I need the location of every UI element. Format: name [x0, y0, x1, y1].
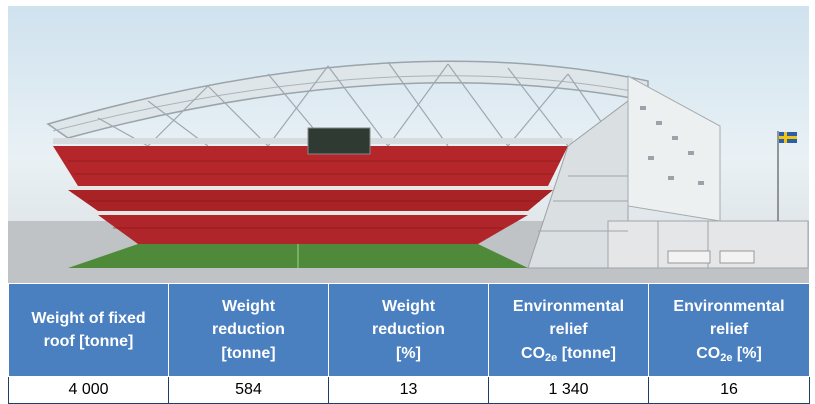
cell-weight-reduction-tonne: 584: [168, 376, 329, 404]
header-line: reduction: [372, 321, 445, 339]
stadium-illustration: [8, 6, 809, 283]
header-environmental-relief-tonne: Environmental relief CO2e [tonne]: [488, 283, 649, 377]
header-line: [tonne]: [221, 344, 276, 362]
co2-unit: [%]: [732, 344, 762, 362]
header-line: reduction: [212, 321, 285, 339]
co2-subscript: 2e: [720, 351, 733, 364]
header-weight-fixed-roof: Weight of fixed roof [tonne]: [8, 283, 169, 377]
header-co2-line: CO2e [%]: [653, 342, 805, 365]
table-row: 4 000 584 13 1 340 16: [8, 376, 810, 404]
co2-subscript: 2e: [545, 351, 558, 364]
header-environmental-relief-percent: Environmental relief CO2e [%]: [648, 283, 810, 377]
header-weight-reduction-tonne: Weight reduction [tonne]: [168, 283, 329, 377]
header-line: relief: [709, 321, 749, 339]
header-line: Environmental: [512, 298, 625, 316]
header-line: Weight: [381, 298, 436, 316]
header-line: [%]: [396, 344, 421, 362]
roof-data-table: Weight of fixed roof [tonne] Weight redu…: [8, 283, 810, 404]
header-line: roof [tonne]: [43, 333, 134, 350]
header-line: Environmental: [673, 298, 785, 316]
header-co2-line: CO2e [tonne]: [493, 342, 644, 365]
header-weight-reduction-percent: Weight reduction [%]: [328, 283, 489, 377]
cell-environmental-relief-tonne: 1 340: [488, 376, 649, 404]
cell-weight-reduction-percent: 13: [328, 376, 489, 404]
co2-prefix: CO: [521, 344, 546, 362]
cell-weight-fixed-roof: 4 000: [8, 376, 169, 404]
stadium-cutaway-drawing: [8, 60, 809, 283]
co2-prefix: CO: [696, 344, 721, 362]
header-line: Weight: [221, 298, 276, 316]
header-line: relief: [549, 321, 588, 339]
header-line: Weight of fixed: [31, 309, 146, 327]
cell-environmental-relief-percent: 16: [648, 376, 810, 404]
co2-unit: [tonne]: [557, 344, 616, 362]
table-header-row: Weight of fixed roof [tonne] Weight redu…: [8, 283, 810, 377]
